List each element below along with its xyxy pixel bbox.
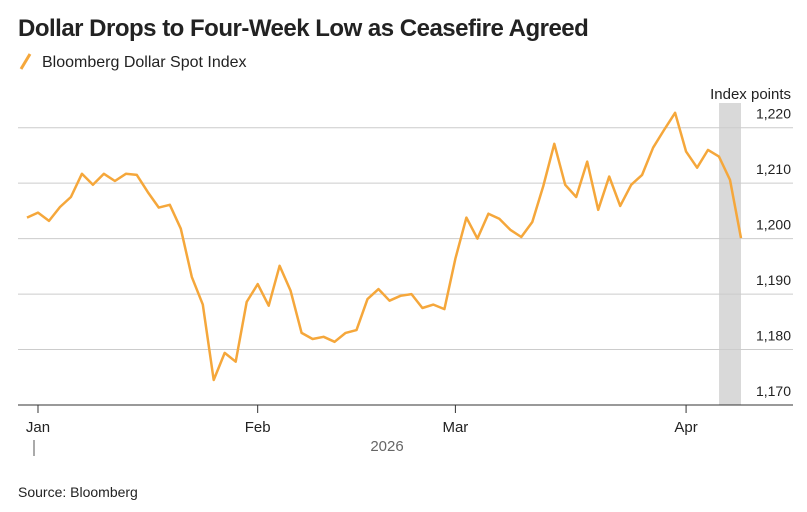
y-tick-label: 1,180 [756, 328, 791, 344]
x-tick-label: Feb [245, 419, 271, 436]
y-tick-label: 1,210 [756, 161, 791, 177]
x-axis-label: 2026 [370, 438, 403, 455]
x-tick-label: Apr [674, 419, 697, 436]
highlight-band [719, 103, 741, 405]
line [26, 111, 743, 382]
legend-swatch [19, 53, 32, 70]
x-tick-label: Mar [442, 419, 468, 436]
legend-label: Bloomberg Dollar Spot Index [42, 54, 247, 71]
y-tick-label: 1,200 [756, 217, 791, 233]
source: Source: Bloomberg [18, 484, 138, 500]
y-tick-label: 1,190 [756, 272, 791, 288]
y-axis-label: Index points [710, 86, 791, 103]
y-tick-label: 1,170 [756, 383, 791, 399]
y-tick-label: 1,220 [756, 106, 791, 122]
x-tick-label: Jan [26, 419, 50, 436]
chart-title: Dollar Drops to Four-Week Low as Ceasefi… [18, 15, 588, 42]
